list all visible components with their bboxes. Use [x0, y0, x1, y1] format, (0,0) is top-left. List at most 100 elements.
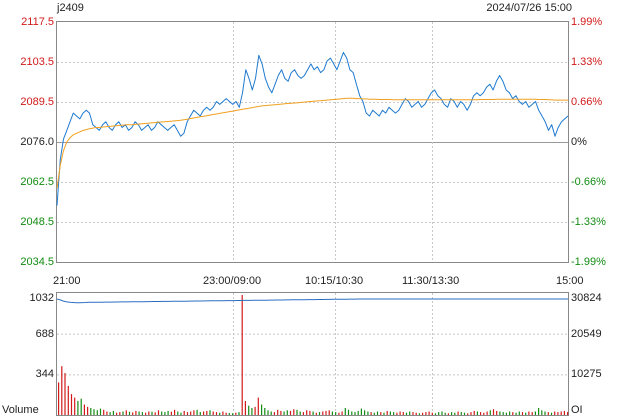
symbol-label: j2409 — [57, 2, 84, 14]
price-line — [56, 51, 569, 206]
volume-bar — [528, 411, 530, 415]
volume-bar — [521, 412, 524, 415]
volume-bar — [151, 411, 153, 415]
volume-bar — [177, 411, 179, 415]
volume-bar — [257, 397, 259, 415]
volume-bar — [309, 410, 311, 415]
volume-bar — [544, 411, 546, 415]
volume-bar — [389, 411, 391, 415]
volume-bar — [58, 382, 60, 415]
time-tick-label: 15:00 — [556, 275, 584, 287]
time-tick-label: 10:15/10:30 — [305, 275, 364, 287]
price-tick-label: 2062.5 — [20, 176, 54, 188]
volume-bar — [315, 412, 317, 415]
volume-bar — [157, 410, 160, 415]
volume-bar — [496, 410, 498, 415]
volume-bar — [505, 412, 507, 415]
volume-bar — [93, 409, 95, 415]
volume-bar — [74, 397, 76, 415]
volume-bar — [525, 412, 527, 415]
volume-bar — [283, 411, 285, 415]
volume-bar — [286, 410, 288, 415]
volume-bar — [489, 410, 491, 415]
volume-bar — [70, 394, 73, 415]
volume-bar — [103, 409, 105, 415]
volume-bar — [228, 412, 230, 415]
volume-bar — [463, 412, 466, 415]
volume-bar — [434, 413, 437, 415]
volume-bar — [480, 412, 482, 415]
volume-bar — [476, 411, 478, 415]
volume-bar — [396, 412, 398, 415]
volume-bar — [538, 408, 540, 415]
volume-bar — [99, 408, 102, 415]
pct-tick-label: -1.99% — [571, 256, 606, 268]
volume-bar — [183, 410, 185, 415]
volume-bar — [402, 412, 404, 415]
volume-bar — [212, 411, 214, 415]
volume-bar — [393, 412, 395, 415]
volume-bar — [261, 404, 263, 415]
volume-bar — [135, 410, 137, 415]
oi-axis-label: OI — [571, 404, 583, 416]
volume-bar — [241, 295, 243, 415]
volume-bar — [112, 410, 114, 415]
volume-bar — [141, 412, 143, 415]
volume-bar — [238, 412, 240, 415]
volume-bar — [128, 411, 131, 415]
volume-bar — [531, 412, 533, 415]
price-tick-label: 2117.5 — [21, 16, 54, 28]
volume-bar — [87, 406, 89, 415]
volume-axis-label: Volume — [2, 404, 39, 416]
volume-bar — [328, 410, 330, 415]
volume-bar — [518, 411, 520, 415]
oi-tick-label: 20549 — [571, 327, 602, 340]
volume-bar — [418, 413, 420, 415]
volume-bar — [209, 410, 211, 415]
volume-tick-label: 1032 — [29, 292, 54, 304]
open-interest-line — [56, 298, 568, 304]
volume-bar — [325, 410, 327, 415]
volume-bar — [273, 412, 275, 415]
volume-bar — [215, 412, 218, 415]
volume-bar — [251, 408, 253, 415]
volume-bar — [499, 411, 501, 415]
volume-bar — [354, 412, 356, 415]
volume-bar — [219, 412, 221, 415]
volume-bar — [534, 411, 536, 415]
volume-bar — [444, 412, 446, 415]
volume-bar — [376, 411, 379, 415]
volume-bar — [186, 412, 189, 415]
volume-bar — [170, 411, 172, 415]
volume-bar — [322, 411, 324, 415]
volume-bar — [206, 410, 208, 415]
volume-bar — [454, 412, 456, 415]
volume-bar — [167, 410, 169, 415]
volume-bar — [473, 410, 475, 415]
volume-bar — [438, 412, 440, 415]
volume-bar — [264, 408, 266, 415]
volume-bar — [431, 412, 433, 415]
volume-bar — [386, 410, 388, 415]
volume-bar — [190, 411, 192, 415]
time-tick-label: 21:00 — [53, 275, 81, 287]
volume-bar — [425, 412, 427, 415]
volume-bar — [164, 412, 166, 415]
volume-bar — [296, 409, 298, 415]
pct-tick-label: -0.66% — [571, 176, 606, 188]
volume-bar — [125, 410, 127, 415]
volume-bar — [318, 412, 321, 415]
volume-bar — [360, 408, 362, 415]
volume-bar — [486, 411, 488, 415]
volume-bar — [422, 412, 424, 415]
pct-tick-label: -1.33% — [571, 216, 606, 228]
volume-bar — [235, 412, 237, 415]
volume-bar — [67, 385, 69, 415]
price-tick-label: 2076.0 — [20, 136, 54, 148]
volume-bar — [267, 410, 269, 415]
volume-bar — [289, 410, 292, 415]
volume-bar — [248, 405, 250, 415]
volume-bar — [541, 410, 543, 415]
volume-bar — [367, 411, 369, 415]
